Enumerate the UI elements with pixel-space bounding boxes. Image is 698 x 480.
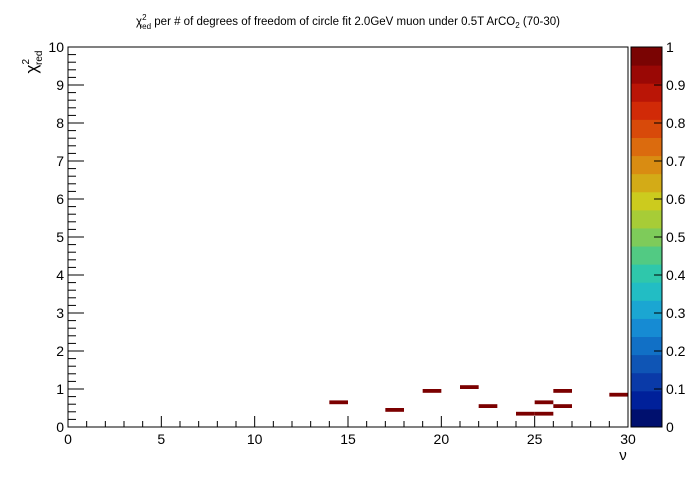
heatmap-cell-8 [553, 404, 572, 408]
title-chi: χ [136, 16, 142, 28]
y-tick-label: 7 [56, 153, 64, 169]
colorbar-tick-label: 0.9 [666, 77, 686, 93]
colorbar-tick-label: 0.3 [666, 305, 686, 321]
colorbar-tick-label: 0.6 [666, 191, 686, 207]
y-tick-label: 10 [48, 39, 64, 55]
heatmap-cell-1 [385, 408, 404, 412]
y-tick-label: 3 [56, 305, 64, 321]
y-tick-label: 1 [56, 381, 64, 397]
plot-border [67, 46, 629, 428]
x-tick-label: 30 [620, 431, 636, 447]
title-co-sub: 2 [515, 21, 520, 30]
y-axis: 0 1 2 3 4 5 6 7 8 9 10 [48, 39, 84, 435]
colorbar-tick-label: 1 [666, 39, 674, 55]
colorbar-swatch-4 [631, 336, 662, 356]
colorbar-swatch-10 [631, 227, 662, 247]
y-tick-label: 0 [56, 419, 64, 435]
colorbar-swatch-18 [631, 83, 662, 102]
x-axis-label: ν [619, 447, 627, 464]
colorbar-swatch-20 [631, 47, 662, 66]
colorbar-swatch-3 [631, 354, 662, 374]
colorbar-tick-label: 0 [666, 419, 674, 435]
colorbar-tick-label: 0.7 [666, 153, 686, 169]
colorbar-tick-label: 0.5 [666, 229, 686, 245]
x-tick-label: 0 [64, 431, 72, 447]
heatmap-cell-2 [422, 389, 442, 393]
heatmap-cell-7 [534, 400, 554, 405]
colorbar-swatch-11 [631, 209, 662, 229]
colorbar-swatch-12 [631, 191, 662, 211]
y-tick-label: 6 [56, 191, 64, 207]
plot-frame [67, 46, 629, 428]
colorbar-swatch-15 [631, 137, 662, 157]
colorbar-swatch-5 [631, 318, 662, 338]
colorbar: 0 0.1 0.2 0.3 0.4 0.5 0.6 0.7 0.8 0.9 1 [630, 39, 686, 435]
colorbar-swatch-8 [631, 264, 662, 283]
colorbar-swatch-19 [631, 65, 662, 84]
colorbar-tick-label: 0.2 [666, 343, 686, 359]
ylabel-sup: 2 [21, 59, 32, 65]
title-main: per # of degrees of freedom of circle fi… [151, 16, 515, 28]
colorbar-swatch-17 [631, 101, 662, 120]
colorbar-swatch-6 [631, 300, 662, 319]
y-tick-label: 9 [56, 77, 64, 93]
chart-title: χ2 red per # of degrees of freedom of cir… [136, 13, 560, 31]
colorbar-tick-label: 0.4 [666, 267, 686, 283]
title-chi-sub: red [140, 22, 152, 31]
colorbar-tick-label: 0.1 [666, 381, 686, 397]
x-tick-label: 15 [340, 431, 356, 447]
x-tick-label: 25 [527, 431, 543, 447]
heatmap-cell-5 [516, 411, 535, 416]
x-tick-label: 10 [247, 431, 263, 447]
y-axis-label-group: χ2 red [21, 51, 45, 74]
colorbar-swatch-1 [631, 390, 662, 410]
y-tick-label: 5 [56, 229, 64, 245]
y-tick-label: 2 [56, 343, 64, 359]
ylabel-chi: χ [22, 64, 41, 73]
y-tick-label: 4 [56, 267, 64, 283]
title-tail: (70-30) [520, 16, 560, 28]
colorbar-swatch-16 [631, 119, 662, 138]
colorbar-swatch-2 [631, 372, 662, 392]
colorbar-swatch-9 [631, 246, 662, 265]
colorbar-swatch-0 [631, 408, 662, 428]
ylabel-sub: red [34, 51, 45, 65]
x-axis: 0 5 10 15 20 25 30 [64, 416, 636, 447]
colorbar-swatch-7 [631, 282, 662, 301]
heatmap-cell-4 [478, 404, 498, 408]
x-tick-label: 5 [157, 431, 165, 447]
colorbar-swatch-13 [631, 173, 662, 193]
y-tick-label: 8 [56, 115, 64, 131]
heatmap-cell-10 [609, 392, 628, 397]
heatmap-cells [329, 385, 628, 416]
colorbar-swatch-14 [631, 155, 662, 175]
colorbar-tick-label: 0.8 [666, 115, 686, 131]
heatmap-cell-0 [329, 400, 348, 405]
x-tick-label: 20 [434, 431, 450, 447]
heatmap-cell-9 [553, 389, 572, 393]
heatmap-cell-3 [460, 385, 479, 389]
title-chi-sup: 2 [142, 13, 147, 22]
heatmap-cell-6 [534, 411, 554, 416]
y-axis-label: χ2 red [21, 51, 45, 74]
